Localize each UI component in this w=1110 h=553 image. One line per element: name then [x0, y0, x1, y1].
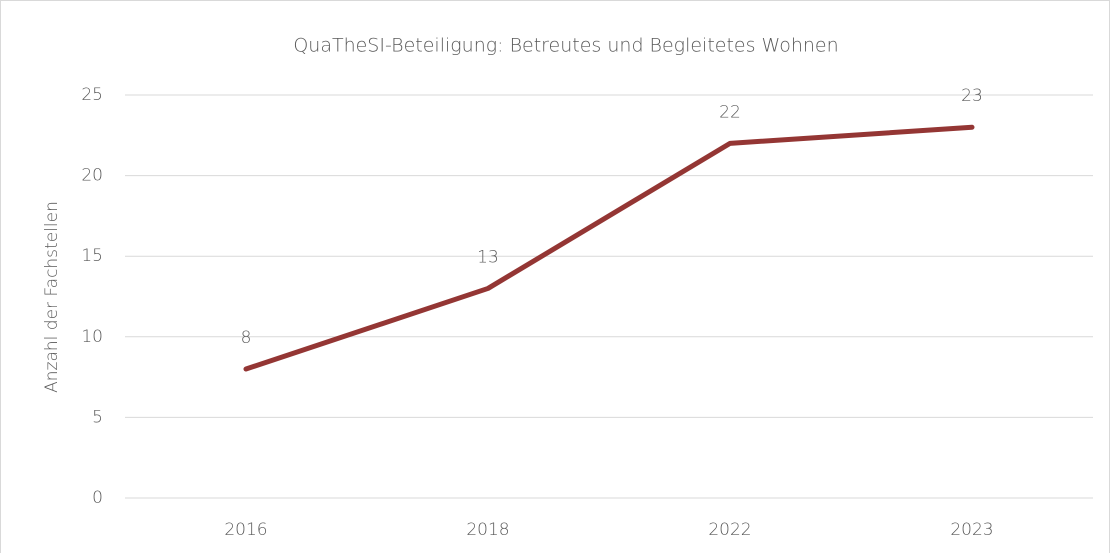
- y-tick-label: 10: [81, 327, 103, 347]
- data-label: 22: [719, 102, 741, 122]
- y-tick-label: 20: [81, 166, 103, 186]
- line-series: [243, 124, 975, 372]
- y-tick-label: 25: [81, 85, 103, 105]
- data-label: 8: [241, 328, 252, 348]
- data-label: 23: [961, 86, 983, 106]
- data-label: 13: [477, 247, 499, 267]
- y-tick-label: 5: [92, 407, 103, 427]
- y-axis-label: Anzahl der Fachstellen: [42, 201, 62, 393]
- y-tick-label: 0: [92, 488, 103, 508]
- x-tick-label: 2023: [950, 520, 993, 540]
- x-tick-label: 2018: [466, 520, 509, 540]
- x-tick-label: 2022: [708, 520, 751, 540]
- x-tick-label: 2016: [224, 520, 267, 540]
- y-tick-label: 15: [81, 246, 103, 266]
- chart-title: QuaTheSI-Beteiligung: Betreutes und Begl…: [293, 35, 838, 57]
